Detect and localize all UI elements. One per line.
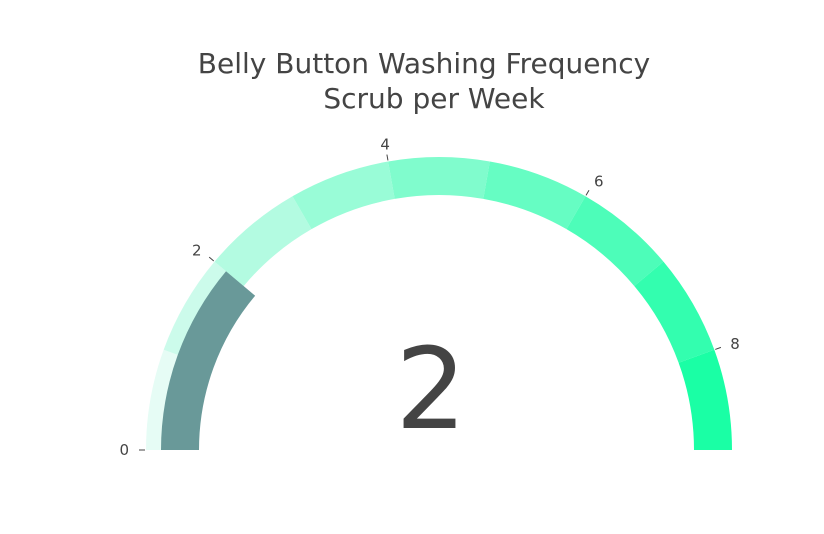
gauge-step-6: [483, 161, 586, 230]
chart-subtitle: Scrub per Week: [323, 82, 545, 115]
gauge-tick-label-2: 2: [192, 242, 202, 260]
gauge-tick-label-0: 0: [119, 441, 129, 459]
gauge-tick-mark-2: [208, 256, 215, 262]
gauge-step-4: [292, 161, 395, 230]
gauge-value-number: 2: [395, 325, 466, 455]
gauge-step-9: [678, 349, 732, 450]
gauge-tick-label-8: 8: [730, 335, 740, 353]
chart-title: Belly Button Washing Frequency: [198, 47, 650, 80]
gauge-tick-mark-6: [585, 189, 590, 196]
gauge-tick-label-4: 4: [380, 136, 390, 154]
gauge-value-bar-group: [161, 271, 256, 450]
gauge-step-3: [214, 196, 312, 287]
gauge-tick-mark-8: [715, 346, 722, 350]
gauge-ticks: 0 2 4 6 8: [119, 136, 739, 459]
gauge-tick-mark-4: [386, 154, 389, 161]
gauge-step-7: [566, 196, 664, 287]
gauge-value-bar: [161, 271, 256, 450]
gauge-tick-label-6: 6: [594, 173, 604, 191]
gauge-step-5: [388, 156, 490, 199]
gauge-steps: [146, 156, 732, 450]
gauge-step-8: [634, 261, 715, 363]
